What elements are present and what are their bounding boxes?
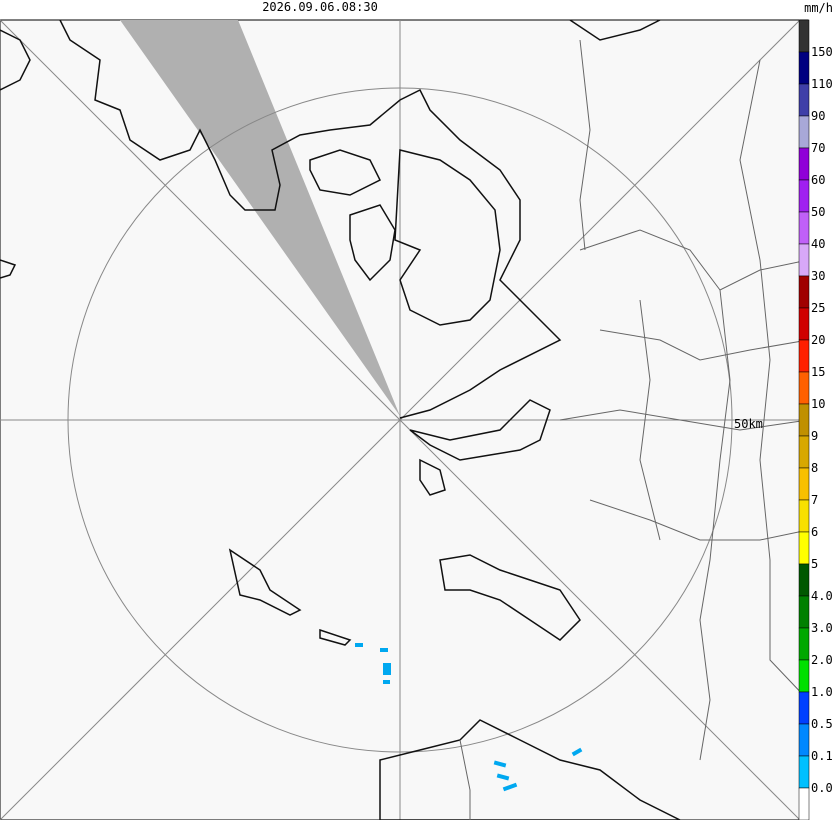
coastline — [409, 399, 551, 461]
legend-label: 1.0 — [811, 685, 833, 699]
legend-swatch — [798, 435, 810, 469]
legend-swatch — [798, 403, 810, 437]
legend-swatch — [798, 531, 810, 565]
legend-label: 7 — [811, 493, 818, 507]
legend-swatch — [798, 627, 810, 661]
coastline — [379, 719, 681, 820]
legend-label: 8 — [811, 461, 818, 475]
timestamp: 2026.09.06.08:30 — [262, 0, 378, 14]
unit-label: mm/h — [804, 1, 833, 15]
legend-swatch — [798, 755, 810, 789]
coastline — [0, 259, 17, 279]
legend-label: 110 — [811, 77, 833, 91]
legend-swatch — [798, 19, 810, 53]
border — [579, 229, 809, 291]
legend-swatch — [798, 243, 810, 277]
legend-swatch — [798, 275, 810, 309]
legend-swatch — [798, 467, 810, 501]
range-label: 50km — [734, 417, 763, 431]
legend-swatch — [798, 595, 810, 629]
map — [0, 19, 809, 820]
echoes — [355, 643, 583, 792]
legend-label: 50 — [811, 205, 825, 219]
legend-label: 70 — [811, 141, 825, 155]
legend-label: 0.5 — [811, 717, 833, 731]
coastline — [228, 548, 302, 616]
legend-label: 90 — [811, 109, 825, 123]
legend-label: 3.0 — [811, 621, 833, 635]
legend-swatch — [798, 83, 810, 117]
legend-swatch — [798, 115, 810, 149]
border — [589, 499, 809, 541]
border — [639, 299, 661, 541]
legend-label: 5 — [811, 557, 818, 571]
legend-swatch — [798, 691, 810, 725]
border — [579, 39, 591, 251]
legend-label: 15 — [811, 365, 825, 379]
legend-label: 25 — [811, 301, 825, 315]
border — [599, 329, 809, 361]
legend-label: 40 — [811, 237, 825, 251]
legend-label: 2.0 — [811, 653, 833, 667]
echo — [383, 663, 391, 675]
echo — [493, 760, 507, 768]
coastline — [59, 19, 562, 419]
legend-swatch — [798, 179, 810, 213]
coastline — [309, 149, 382, 196]
echo — [496, 773, 510, 781]
coastline — [319, 628, 352, 646]
echo — [571, 747, 583, 757]
echo — [383, 680, 390, 684]
legend-label: 0.1 — [811, 749, 833, 763]
coastline — [439, 554, 581, 641]
legend-swatch — [798, 659, 810, 693]
legend-swatch — [798, 723, 810, 757]
echo — [355, 643, 363, 647]
coastline — [0, 29, 31, 91]
legend-label: 30 — [811, 269, 825, 283]
legend-swatch — [798, 51, 810, 85]
echo — [502, 782, 518, 792]
legend-label: 9 — [811, 429, 818, 443]
legend-label: 4.0 — [811, 589, 833, 603]
legend-swatch — [798, 499, 810, 533]
legend-swatch — [798, 211, 810, 245]
legend-swatch — [798, 371, 810, 405]
legend-swatch — [798, 787, 810, 820]
legend-swatch — [798, 563, 810, 597]
coastline — [569, 19, 661, 41]
legend-label: 10 — [811, 397, 825, 411]
border — [739, 59, 809, 701]
coastline — [394, 149, 501, 326]
color-legend: 150 110 90 70 60 50 40 30 25 20 15 10 9 8 7 6 5 4.0 3.0 2.0… — [798, 19, 833, 820]
legend-label: 20 — [811, 333, 825, 347]
legend-label: 0.0 — [811, 781, 833, 795]
legend-swatch — [798, 339, 810, 373]
legend-swatch — [798, 147, 810, 181]
border — [559, 409, 809, 431]
coastline — [349, 204, 396, 282]
beam-blockage — [120, 20, 400, 416]
border — [699, 289, 731, 761]
coastline — [419, 458, 446, 496]
legend-label: 60 — [811, 173, 825, 187]
legend-swatch — [798, 307, 810, 341]
diagonal — [0, 19, 801, 820]
echo — [380, 648, 388, 652]
legend-label: 6 — [811, 525, 818, 539]
legend-label: 150 — [811, 45, 833, 59]
border — [459, 739, 471, 820]
